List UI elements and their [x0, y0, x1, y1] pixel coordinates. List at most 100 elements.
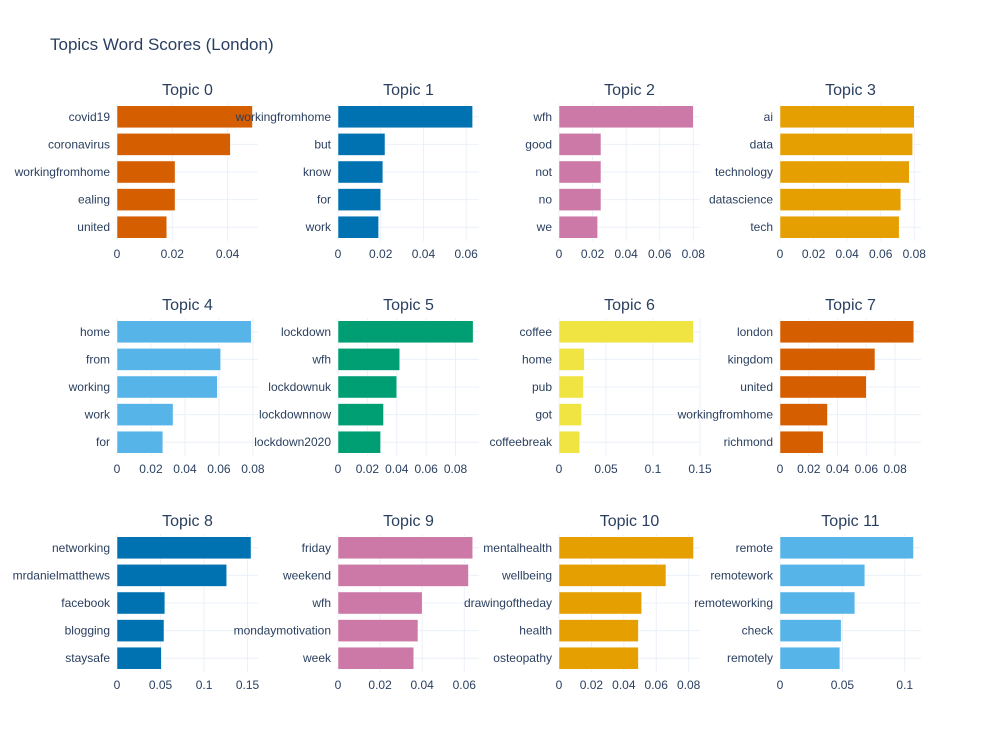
bar-but — [338, 133, 385, 155]
bar-mondaymotivation — [338, 620, 418, 642]
bar-ai — [780, 106, 914, 128]
subplot-topic-8: Topic 8 0 0.05 0.1 0.15 networking mrdanielmat… — [13, 513, 260, 692]
category-label: work — [305, 220, 332, 234]
subplot-topic-7: Topic 7 0 0.02 0.04 0.06 0.08 london kingdom uni… — [677, 297, 921, 476]
category-label: work — [84, 408, 111, 422]
x-tick-label: 0.06 — [855, 462, 879, 476]
category-label: datascience — [709, 193, 773, 207]
bar-coffeebreak — [559, 431, 580, 453]
category-label: ealing — [78, 193, 110, 207]
bar-remoteworking — [780, 592, 855, 614]
subplot-title: Topic 1 — [383, 82, 434, 99]
category-label: friday — [302, 541, 331, 555]
x-tick-label: 0.08 — [677, 678, 701, 692]
x-tick-label: 0 — [335, 247, 342, 261]
category-label: london — [737, 325, 773, 339]
bar-coronavirus — [117, 133, 230, 155]
x-tick-label: 0.15 — [236, 678, 260, 692]
bar-remote — [780, 537, 914, 559]
x-tick-label: 0.08 — [883, 462, 907, 476]
x-tick-label: 0 — [777, 678, 784, 692]
bar-wfh — [338, 592, 422, 614]
x-tick-label: 0.08 — [241, 462, 265, 476]
x-tick-label: 0 — [556, 678, 563, 692]
bar-technology — [780, 161, 909, 183]
category-label: mrdanielmatthews — [13, 568, 110, 582]
category-label: health — [519, 624, 552, 638]
x-tick-label: 0.1 — [645, 462, 662, 476]
category-label: wfh — [532, 110, 552, 124]
x-tick-label: 0.06 — [645, 678, 669, 692]
bar-for — [117, 431, 163, 453]
x-tick-label: 0.02 — [139, 462, 163, 476]
category-label: but — [314, 137, 331, 151]
subplot-topic-11: Topic 11 0 0.05 0.1 remote remotework remotewo… — [694, 513, 921, 692]
x-tick-label: 0 — [335, 678, 342, 692]
bar-got — [559, 404, 582, 426]
category-label: lockdownuk — [268, 380, 332, 394]
x-tick-label: 0.02 — [802, 247, 826, 261]
x-tick-label: 0.05 — [149, 678, 173, 692]
category-label: united — [77, 220, 110, 234]
category-label: working — [68, 380, 110, 394]
category-label: blogging — [65, 624, 110, 638]
category-label: wellbeing — [501, 568, 552, 582]
x-tick-label: 0.02 — [161, 247, 185, 261]
bar-lockdownnow — [338, 404, 384, 426]
subplot-title: Topic 3 — [825, 82, 876, 99]
bar-richmond — [780, 431, 823, 453]
bar-wellbeing — [559, 564, 666, 586]
bar-week — [338, 647, 414, 669]
category-label: coronavirus — [48, 137, 110, 151]
bar-mentalhealth — [559, 537, 694, 559]
bar-work — [338, 216, 379, 238]
bar-weekend — [338, 564, 468, 586]
x-tick-label: 0.04 — [614, 247, 638, 261]
subplot-title: Topic 6 — [604, 297, 655, 314]
x-tick-label: 0.08 — [903, 247, 927, 261]
x-tick-label: 0.08 — [682, 247, 706, 261]
category-label: workingfromhome — [14, 165, 111, 179]
category-label: osteopathy — [493, 651, 552, 665]
category-label: from — [86, 352, 110, 366]
bar-workingfromhome — [117, 161, 175, 183]
category-label: pub — [532, 380, 552, 394]
category-label: facebook — [61, 596, 111, 610]
subplot-grid: Topic 0 0 0.02 0.04 covid19 coronavirus workin… — [13, 82, 927, 692]
bar-mrdanielmatthews — [117, 564, 227, 586]
subplot-topic-1: Topic 1 0 0.02 0.04 0.06 workingfromhome but kn… — [235, 82, 479, 261]
bar-tech — [780, 216, 899, 238]
bar-work — [117, 404, 173, 426]
subplot-title: Topic 10 — [600, 513, 660, 530]
category-label: check — [742, 624, 774, 638]
category-label: for — [96, 435, 110, 449]
category-label: workingfromhome — [677, 408, 774, 422]
category-label: mentalhealth — [483, 541, 552, 555]
bar-pub — [559, 376, 583, 398]
bar-staysafe — [117, 647, 161, 669]
category-label: lockdown — [281, 325, 331, 339]
bar-no — [559, 189, 601, 211]
x-tick-label: 0 — [114, 247, 121, 261]
x-tick-label: 0.15 — [688, 462, 712, 476]
category-label: coffeebreak — [490, 435, 553, 449]
x-tick-label: 0 — [114, 462, 121, 476]
bar-friday — [338, 537, 473, 559]
x-tick-label: 0.02 — [581, 247, 605, 261]
category-label: know — [303, 165, 331, 179]
x-tick-label: 0.02 — [368, 678, 392, 692]
subplot-topic-9: Topic 9 0 0.02 0.04 0.06 friday weekend wfh mond… — [234, 513, 479, 692]
bar-osteopathy — [559, 647, 638, 669]
subplot-title: Topic 9 — [383, 513, 434, 530]
bar-united — [117, 216, 167, 238]
category-label: richmond — [724, 435, 773, 449]
bar-know — [338, 161, 383, 183]
category-label: coffee — [520, 325, 553, 339]
bar-home — [559, 348, 584, 370]
category-label: mondaymotivation — [234, 624, 331, 638]
subplot-topic-10: Topic 10 0 0.02 0.04 0.06 0.08 mentalhealth wel… — [464, 513, 701, 692]
category-label: home — [522, 352, 552, 366]
category-label: remotely — [727, 651, 773, 665]
category-label: remotework — [710, 568, 774, 582]
subplot-topic-3: Topic 3 0 0.02 0.04 0.06 0.08 ai data technology… — [709, 82, 926, 261]
